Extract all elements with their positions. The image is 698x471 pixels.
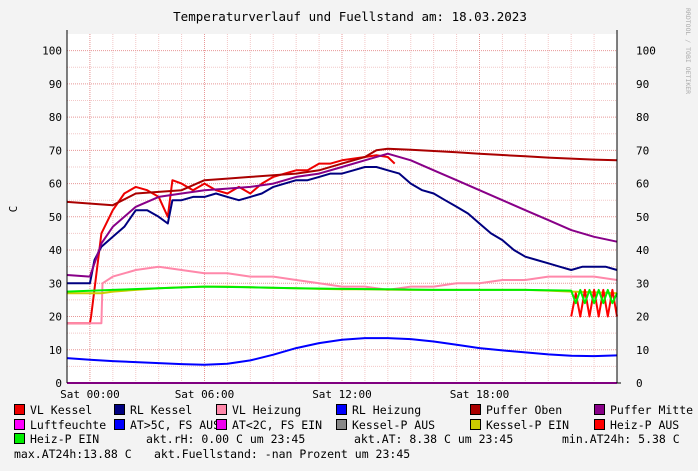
status-max-at: max.AT24h:13.88 C [14,446,132,461]
legend-swatch [336,404,347,415]
legend-item: Puffer Oben [470,403,562,418]
y-tick-label-right: 40 [636,244,649,257]
legend-label: Puffer Oben [486,403,563,417]
legend-label: Heiz-P EIN [30,432,100,446]
y-tick-label: 70 [49,144,62,157]
chart-title: Temperaturverlauf und Fuellstand am: 18.… [173,9,527,24]
legend-label: AT>5C, FS AUS [130,417,221,432]
legend-item: Heiz-P EIN [14,432,99,447]
y-tick-label: 10 [49,344,62,357]
y-tick-label: 30 [49,277,62,290]
watermark: RRDTOOL / TOBI OETIKER [684,8,692,94]
legend-swatch [594,404,605,415]
y-tick-label-right: 70 [636,144,649,157]
y-tick-label: 50 [49,211,62,224]
y-tick-label: 90 [49,78,62,91]
y-tick-label-right: 90 [636,78,649,91]
legend-item: Puffer Mitte [594,403,693,418]
y-tick-label: 20 [49,311,62,324]
legend-label: Kessel-P EIN [486,417,570,432]
legend-item: Heiz-P AUS [594,418,679,433]
y-tick-label: 80 [49,111,62,124]
legend-item: Kessel-P AUS [336,418,435,433]
series-line [67,166,618,285]
grid [66,34,618,384]
legend-swatch [14,404,25,415]
y-tick-label-right: 0 [636,377,643,390]
series-line [67,154,396,325]
x-tick-label: Sat 18:00 [450,388,510,401]
series-line [66,147,618,207]
y-tick-label-right: 20 [636,311,649,324]
legend-item: Kessel-P EIN [470,418,569,433]
x-tick-label: Sat 00:00 [60,388,120,401]
status-akt-rh: akt.rH: 0.00 C um 23:45 [146,432,306,446]
x-tick-label: Sat 06:00 [175,388,235,401]
legend-swatch [14,433,25,444]
series-line [67,265,618,325]
series-line [66,285,618,305]
y-tick-label-right: 30 [636,277,649,290]
legend-swatch [114,418,125,430]
axes: 0 0 10 10 20 20 30 30 40 40 50 50 60 60 70 70 80 80 90 90 10… [42,30,656,401]
legend-swatch [216,404,227,415]
legend-label: VL Kessel [30,403,93,417]
legend-item: VL Heizung [216,403,301,418]
legend-item: RL Kessel [114,403,192,418]
y-tick-label: 40 [49,244,62,257]
legend-label: Kessel-P AUS [352,417,436,432]
legend-item: VL Kessel [14,403,92,418]
legend-label: RL Heizung [352,403,422,417]
series-line [66,337,618,366]
y-tick-label-right: 10 [636,344,649,357]
legend-swatch [470,418,481,430]
x-tick-label: Sat 12:00 [312,388,372,401]
legend-label: Heiz-P AUS [610,417,680,432]
y-tick-label-right: 80 [636,111,649,124]
legend-label: AT<2C, FS EIN [232,417,323,432]
legend-swatch [470,404,481,415]
y-tick-label-right: 60 [636,178,649,191]
y-tick-label: 100 [42,45,62,58]
legend-swatch [594,418,605,430]
y-tick-label-right: 100 [636,45,656,58]
y-tick-label-right: 50 [636,211,649,224]
legend-item: AT>5C, FS AUS [114,418,220,433]
legend-item: RL Heizung [336,403,421,418]
status-akt-at: akt.AT: 8.38 C um 23:45 [354,432,514,446]
legend-swatch [216,418,227,430]
legend-swatch [336,418,347,430]
series-line [66,152,618,278]
legend-label: VL Heizung [232,403,302,417]
status-min-at: min.AT24h: 5.38 C [562,432,680,446]
legend-label: Puffer Mitte [610,403,694,417]
status-fuellstand: akt.Fuellstand: -nan Prozent um 23:45 [154,446,411,461]
legend-swatch [114,404,125,415]
legend-label: RL Kessel [130,403,193,417]
y-tick-label: 60 [49,178,62,191]
legend-swatch [14,418,25,430]
legend-item: Luftfeuchte [14,418,106,433]
legend-label: Luftfeuchte [30,417,107,432]
y-tick-label: 0 [55,377,62,390]
y-axis-label: C [7,206,20,213]
legend-item: AT<2C, FS EIN [216,418,322,433]
series-line [570,288,618,318]
